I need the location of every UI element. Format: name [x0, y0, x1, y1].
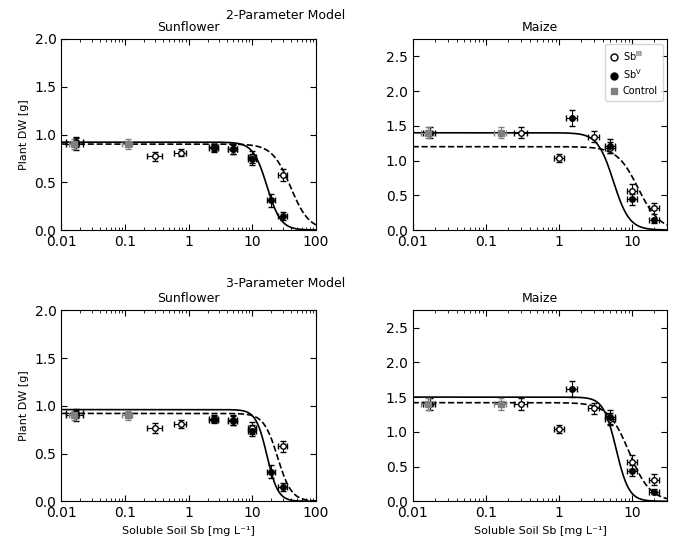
X-axis label: Soluble Soil Sb [mg L⁻¹]: Soluble Soil Sb [mg L⁻¹] [122, 526, 255, 536]
Y-axis label: Plant DW [g]: Plant DW [g] [19, 99, 29, 170]
Text: 3-Parameter Model: 3-Parameter Model [226, 277, 346, 290]
Legend: Sb$^{\rm III}$, Sb$^{\rm V}$, Control: Sb$^{\rm III}$, Sb$^{\rm V}$, Control [605, 44, 663, 101]
Text: 2-Parameter Model: 2-Parameter Model [226, 9, 346, 22]
Title: Maize: Maize [522, 292, 558, 305]
Title: Sunflower: Sunflower [157, 292, 220, 305]
X-axis label: Soluble Soil Sb [mg L⁻¹]: Soluble Soil Sb [mg L⁻¹] [473, 526, 607, 536]
Y-axis label: Plant DW [g]: Plant DW [g] [19, 370, 29, 441]
Title: Maize: Maize [522, 21, 558, 33]
Title: Sunflower: Sunflower [157, 21, 220, 33]
